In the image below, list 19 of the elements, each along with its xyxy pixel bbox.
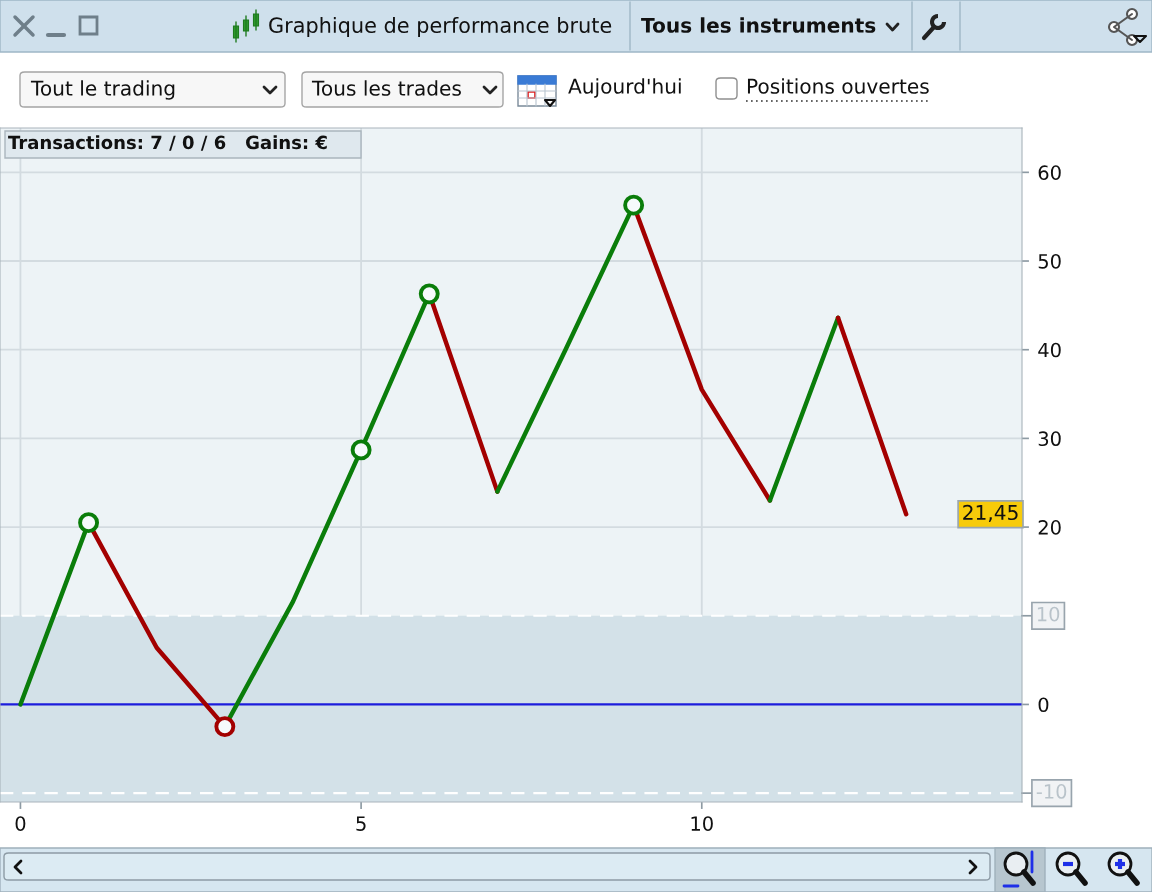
annotation: Transactions: 7 / 0 / 6 Gains: € <box>8 135 327 151</box>
x-tick-label: 10 <box>691 816 713 831</box>
annotation: 21,45 <box>963 504 1018 523</box>
x-tick-label: 0 <box>15 816 26 831</box>
y-tick-label: 20 <box>1038 520 1061 535</box>
chart-title: Graphique de performance brute <box>269 16 612 38</box>
y-tick-label: 40 <box>1038 342 1061 358</box>
x-tick-label: 5 <box>356 816 366 831</box>
y-tick-label: 60 <box>1038 165 1061 181</box>
text: Positions ouvertes <box>747 78 929 94</box>
y-tick-label: 50 <box>1038 253 1061 269</box>
y-tick-label: 30 <box>1038 431 1061 447</box>
y-tick-label: 0 <box>1038 697 1049 713</box>
ref-line-label: 10 <box>1037 606 1060 622</box>
text: Tous les instruments <box>641 17 876 33</box>
text: Aujourd'hui <box>568 78 681 98</box>
ref-line-label: -10 <box>1036 784 1067 799</box>
text: Tous les trades <box>311 80 461 96</box>
text: Tout le trading <box>30 80 175 100</box>
